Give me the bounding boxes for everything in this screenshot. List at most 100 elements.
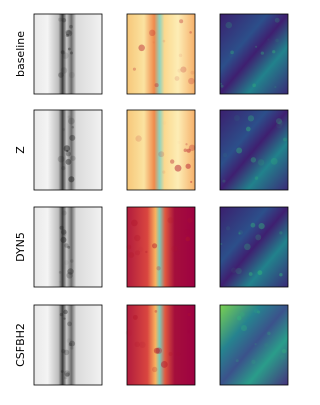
texture-spot (225, 21, 233, 29)
texture-spot (185, 236, 191, 242)
texture-spot (252, 83, 256, 88)
panel-frame (33, 109, 103, 191)
texture-spot (63, 349, 70, 356)
texture-spot (65, 158, 72, 165)
texture-spot (230, 267, 237, 273)
texture-spot (65, 29, 71, 36)
texture-spot (187, 312, 191, 317)
panel-frame (33, 304, 103, 386)
texture-spot (279, 354, 286, 361)
texture-spot (69, 24, 73, 29)
texture-spot (153, 347, 160, 354)
texture-spot (67, 245, 71, 249)
texture-spot (154, 339, 157, 342)
image-panel (127, 14, 195, 94)
panel-frame (219, 304, 289, 386)
texture-spot (250, 157, 257, 163)
panel-frame (219, 206, 289, 288)
texture-spot (188, 77, 195, 85)
texture-spot (65, 33, 69, 37)
texture-spot (190, 180, 193, 184)
texture-spot (162, 39, 166, 43)
texture-spot (248, 272, 253, 276)
texture-spot (68, 71, 75, 78)
texture-spot (145, 250, 148, 254)
texture-spot (251, 359, 256, 365)
panel-frame (33, 206, 103, 288)
texture-spot (255, 45, 258, 48)
image-panel (127, 207, 195, 287)
texture-spot (67, 268, 74, 275)
texture-spot (60, 370, 64, 373)
texture-spot (279, 231, 283, 235)
texture-spot (183, 148, 188, 152)
texture-spot (61, 50, 66, 55)
texture-spot (59, 225, 64, 230)
row-label: CSFBH2 (14, 323, 27, 367)
texture-spot (254, 342, 257, 346)
texture-spot (162, 170, 166, 174)
texture-spot (135, 250, 141, 256)
texture-spot (244, 243, 251, 251)
texture-spot (63, 317, 66, 320)
texture-spot (239, 311, 245, 317)
texture-spot (60, 236, 67, 243)
texture-spot (220, 84, 224, 88)
texture-spot (254, 176, 259, 180)
panel-frame (219, 109, 289, 191)
texture-spot (168, 351, 173, 356)
texture-spot (69, 340, 76, 347)
texture-spot (185, 143, 188, 146)
texture-spot (135, 135, 142, 142)
texture-spot (60, 50, 65, 54)
texture-spot (70, 259, 74, 263)
texture-spot (66, 272, 73, 279)
texture-spot (235, 267, 242, 275)
texture-spot (134, 234, 141, 242)
texture-spot (70, 51, 73, 55)
texture-spot (267, 38, 270, 41)
texture-spot (126, 244, 132, 250)
texture-spot (154, 83, 159, 88)
texture-spot (260, 358, 265, 363)
texture-spot (179, 19, 184, 24)
texture-spot (160, 361, 168, 368)
texture-spot (174, 76, 180, 81)
texture-spot (61, 165, 66, 171)
texture-spot (128, 252, 135, 258)
texture-spot (170, 159, 175, 164)
texture-spot (257, 159, 265, 166)
texture-spot (177, 68, 182, 73)
texture-spot (67, 117, 75, 125)
texture-spot (60, 229, 67, 235)
texture-spot (274, 17, 280, 23)
panel-frame (126, 304, 196, 386)
texture-spot (247, 316, 249, 318)
texture-spot (187, 217, 193, 223)
texture-spot (189, 31, 192, 34)
texture-spot (152, 366, 158, 373)
texture-spot (188, 144, 196, 151)
texture-spot (279, 273, 283, 277)
texture-spot (167, 217, 174, 224)
texture-spot (158, 151, 165, 158)
texture-spot (132, 67, 136, 71)
texture-spot (272, 50, 276, 54)
texture-spot (245, 126, 251, 132)
panel-frame (126, 109, 196, 191)
texture-spot (61, 349, 66, 354)
texture-spot (65, 372, 70, 377)
texture-spot (180, 66, 187, 73)
texture-spot (258, 222, 265, 230)
texture-spot (66, 149, 69, 153)
texture-spot (63, 309, 68, 315)
texture-spot (225, 226, 231, 231)
texture-spot (59, 281, 61, 283)
image-panel (220, 14, 288, 94)
texture-spot (62, 52, 69, 59)
texture-spot (57, 167, 63, 173)
texture-spot (257, 270, 263, 276)
texture-spot (270, 157, 278, 165)
texture-spot (70, 155, 76, 161)
